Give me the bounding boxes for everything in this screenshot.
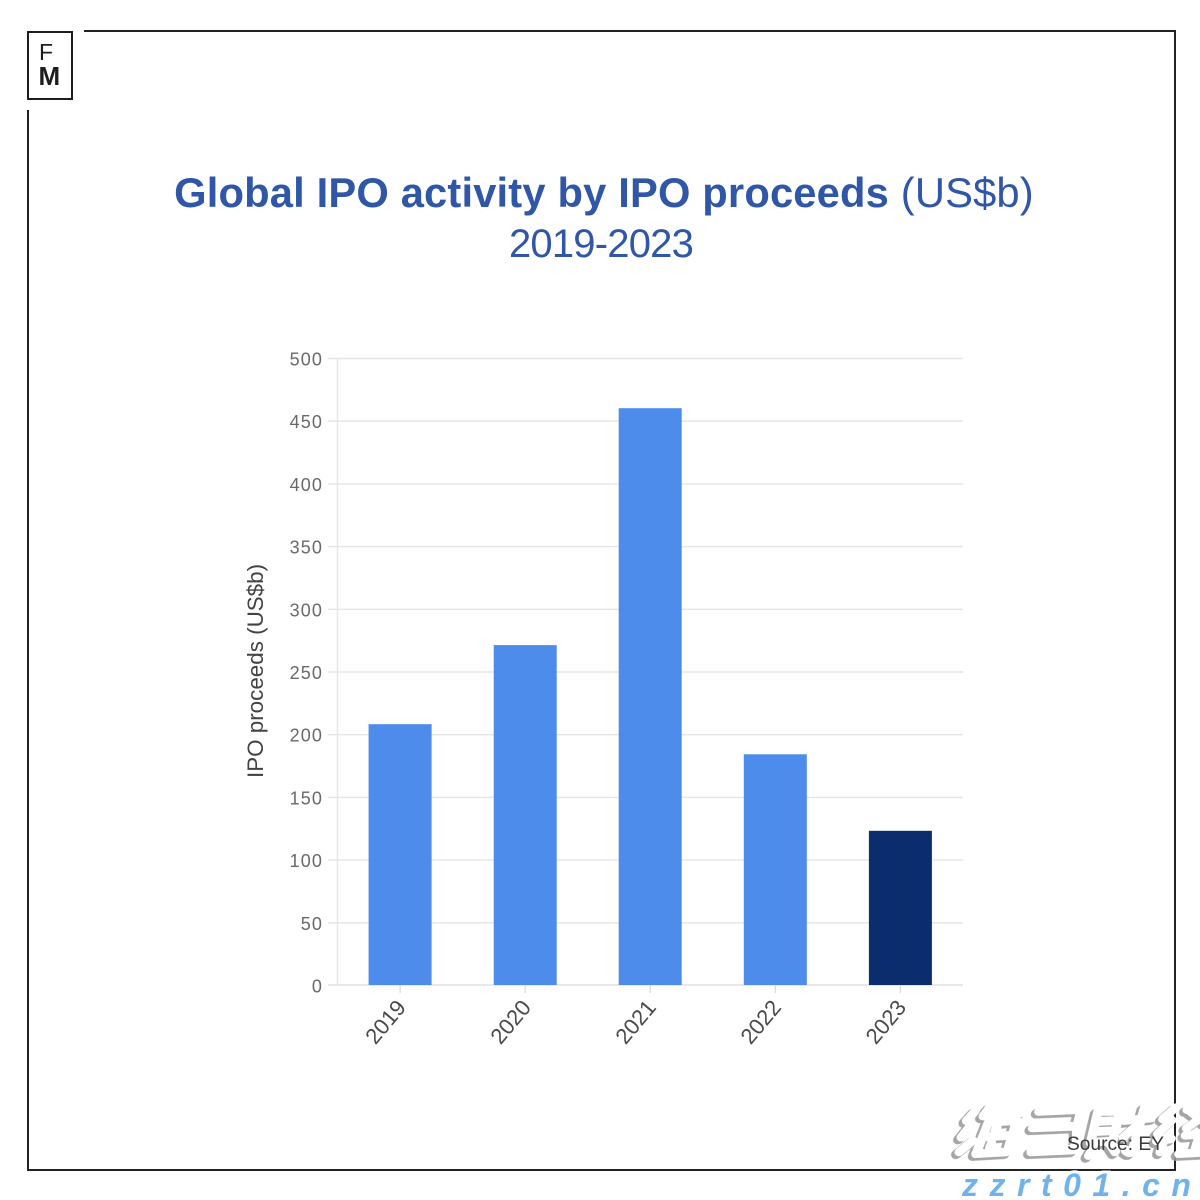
svg-text:2022: 2022 [735, 995, 786, 1049]
svg-text:200: 200 [290, 726, 323, 746]
svg-text:300: 300 [290, 600, 323, 620]
svg-text:Source: EY: Source: EY [1067, 1134, 1164, 1155]
svg-text:2021: 2021 [610, 995, 661, 1049]
svg-text:400: 400 [290, 475, 323, 495]
svg-text:zzrt01.cn: zzrt01.cn [961, 1167, 1200, 1200]
svg-text:2020: 2020 [485, 995, 536, 1049]
svg-text:150: 150 [290, 788, 323, 808]
svg-text:500: 500 [290, 350, 323, 370]
svg-text:50: 50 [301, 914, 323, 934]
svg-text:0: 0 [312, 977, 323, 997]
svg-text:250: 250 [290, 663, 323, 683]
svg-text:350: 350 [290, 538, 323, 558]
svg-text:IPO proceeds (US$b): IPO proceeds (US$b) [243, 564, 268, 778]
svg-text:zzrt01.cn: zzrt01.cn [961, 1167, 1200, 1200]
svg-text:2023: 2023 [861, 995, 912, 1049]
svg-text:100: 100 [290, 851, 323, 871]
svg-text:2019: 2019 [360, 995, 411, 1049]
svg-text:450: 450 [290, 412, 323, 432]
